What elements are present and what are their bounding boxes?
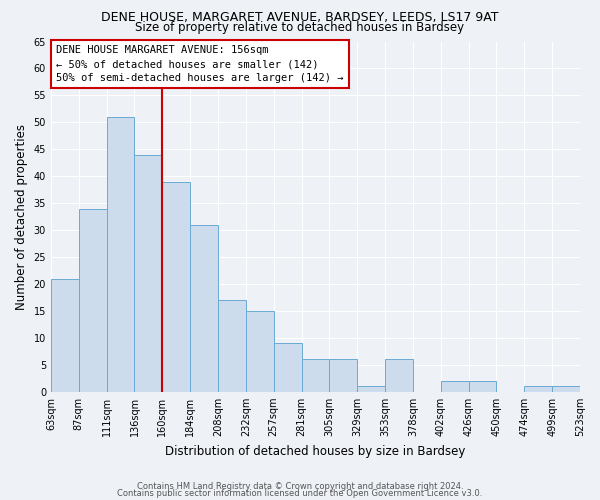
Bar <box>302 360 329 392</box>
Bar <box>552 386 580 392</box>
Text: Contains public sector information licensed under the Open Government Licence v3: Contains public sector information licen… <box>118 488 482 498</box>
Bar <box>385 360 413 392</box>
Bar <box>79 208 107 392</box>
Bar <box>329 360 357 392</box>
Y-axis label: Number of detached properties: Number of detached properties <box>15 124 28 310</box>
Text: Contains HM Land Registry data © Crown copyright and database right 2024.: Contains HM Land Registry data © Crown c… <box>137 482 463 491</box>
Text: Size of property relative to detached houses in Bardsey: Size of property relative to detached ho… <box>136 21 464 34</box>
Bar <box>134 154 163 392</box>
Bar <box>524 386 552 392</box>
Text: DENE HOUSE MARGARET AVENUE: 156sqm
← 50% of detached houses are smaller (142)
50: DENE HOUSE MARGARET AVENUE: 156sqm ← 50%… <box>56 45 344 83</box>
Bar <box>51 278 79 392</box>
Bar <box>357 386 385 392</box>
Bar <box>163 182 190 392</box>
X-axis label: Distribution of detached houses by size in Bardsey: Distribution of detached houses by size … <box>165 444 466 458</box>
Bar <box>274 344 302 392</box>
Bar <box>469 381 496 392</box>
Bar <box>218 300 246 392</box>
Bar <box>441 381 469 392</box>
Text: DENE HOUSE, MARGARET AVENUE, BARDSEY, LEEDS, LS17 9AT: DENE HOUSE, MARGARET AVENUE, BARDSEY, LE… <box>101 12 499 24</box>
Bar <box>107 117 134 392</box>
Bar <box>246 311 274 392</box>
Bar <box>190 224 218 392</box>
